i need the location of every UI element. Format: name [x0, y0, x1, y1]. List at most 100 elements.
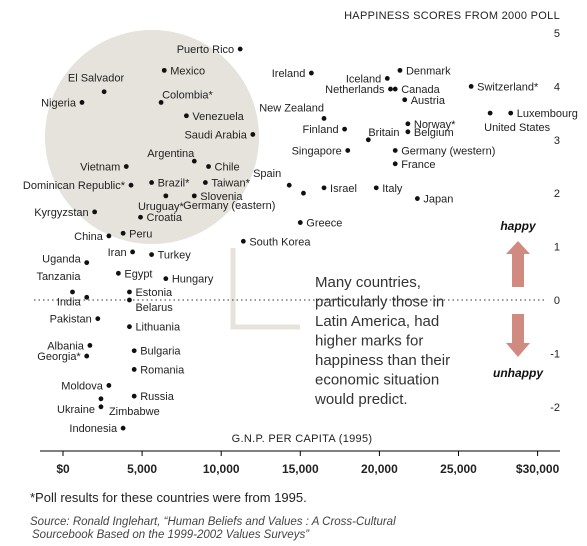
data-point: [286, 182, 292, 188]
data-point: [468, 84, 474, 89]
data-point: [106, 383, 112, 388]
data-point: [98, 404, 104, 410]
point-label: Spain: [253, 168, 281, 180]
data-point: [240, 238, 246, 244]
point-label: Nigeria: [41, 97, 77, 109]
point-label: Estonia: [135, 287, 173, 299]
point-label: Austria: [411, 95, 446, 107]
data-point: [128, 182, 134, 188]
data-point: [127, 289, 132, 295]
point-label: Hungary: [172, 274, 214, 286]
point-label: Dominican Republic*: [23, 180, 126, 192]
point-label: Iceland: [346, 73, 381, 85]
data-point: [345, 148, 351, 153]
point-label: Switzerland*: [477, 81, 539, 93]
data-points: Puerto Rico Mexico El Salvador Colombia* Nig…: [23, 44, 578, 435]
data-point: [101, 89, 107, 95]
y-tick-label: 3: [554, 135, 560, 147]
point-label: Japan: [423, 194, 453, 206]
data-point: [106, 233, 112, 239]
down-arrow-icon: [506, 314, 530, 357]
happy-unhappy-legend: happy unhappy: [493, 219, 544, 380]
data-point: [95, 316, 101, 322]
point-label: El Salvador: [68, 73, 125, 85]
data-point: [183, 113, 189, 119]
data-point: [84, 353, 90, 359]
legend-happy: happy: [500, 219, 537, 233]
point-label: Albania: [47, 340, 85, 352]
point-label: Romania: [140, 364, 185, 376]
data-point: [373, 185, 379, 191]
point-label: Egypt: [124, 268, 152, 280]
annotation-line: would predict.: [314, 391, 408, 408]
point-label: Vietnam: [80, 162, 120, 174]
point-label: Lithuania: [135, 322, 181, 334]
point-label: Saudi Arabia: [184, 129, 247, 141]
data-point: [301, 190, 306, 196]
annotation-line: particularly those in: [315, 294, 444, 311]
data-point: [392, 148, 398, 153]
data-point: [405, 129, 411, 135]
data-point: [402, 97, 408, 103]
point-label: Netherlands: [325, 84, 385, 96]
data-point: [123, 164, 129, 169]
data-point: [250, 132, 256, 137]
point-label: Canada: [401, 84, 440, 96]
y-tick-label: 2: [554, 188, 560, 200]
annotation-bracket: [230, 248, 300, 330]
data-point: [206, 164, 211, 169]
data-point: [149, 180, 154, 185]
happiness-gnp-chart: HAPPINESS SCORES FROM 2000 POLL 5 4 3 2 1 0 -1…: [23, 10, 578, 476]
data-point: [308, 70, 314, 76]
y-axis-ticks: 5 4 3 2 1 0 -1 -2: [550, 28, 560, 414]
point-label: Venezuela: [192, 111, 244, 123]
point-label: Pakistan: [50, 314, 92, 326]
point-label: Peru: [129, 228, 152, 240]
point-label: Denmark: [406, 65, 451, 77]
x-tick-label: 15,000: [282, 462, 319, 476]
up-arrow-icon: [506, 241, 530, 287]
latin-america-highlight-circle: [45, 30, 259, 244]
point-label: Ukraine: [57, 404, 95, 416]
data-point: [138, 214, 143, 220]
data-point: [87, 342, 93, 348]
point-label: Uruguay*: [138, 201, 185, 213]
data-point: [163, 193, 169, 199]
point-label: Germany (eastern): [183, 200, 275, 212]
point-label: Tanzania: [36, 271, 81, 283]
point-label: New Zealand: [259, 102, 324, 114]
annotation-line: Many countries,: [315, 274, 421, 291]
data-point: [405, 121, 411, 127]
data-point: [120, 230, 126, 236]
data-point: [127, 297, 132, 303]
annotation-line: higher marks for: [315, 333, 423, 350]
x-tick-label: 5,000: [127, 462, 157, 476]
data-point: [384, 75, 390, 81]
data-point: [84, 294, 90, 300]
data-point: [79, 100, 85, 105]
data-point: [163, 276, 169, 282]
point-label: Mexico: [170, 65, 205, 77]
point-label: China: [74, 231, 104, 243]
point-label: Taiwan*: [211, 178, 250, 190]
data-point: [84, 260, 90, 266]
data-point: [131, 393, 137, 399]
point-label: Israel: [330, 183, 357, 195]
point-label: Turkey: [158, 250, 192, 262]
data-point: [508, 110, 514, 116]
source-line-2: Sourcebook Based on the 1999-2002 Values…: [32, 529, 310, 541]
data-point: [70, 289, 75, 295]
data-point: [115, 270, 121, 276]
point-label: Argentina: [147, 148, 195, 160]
data-point: [321, 185, 327, 191]
source-citation: Source: Ronald Inglehart, “Human Beliefs…: [30, 516, 490, 542]
y-tick-label: 4: [554, 81, 560, 93]
data-point: [130, 249, 136, 255]
data-point: [98, 396, 104, 402]
data-point: [365, 137, 371, 143]
data-point: [487, 110, 493, 116]
data-point: [202, 180, 208, 185]
point-label: Colombia*: [162, 89, 213, 101]
y-tick-label: -2: [550, 402, 560, 414]
point-label: Norway*: [414, 119, 456, 131]
